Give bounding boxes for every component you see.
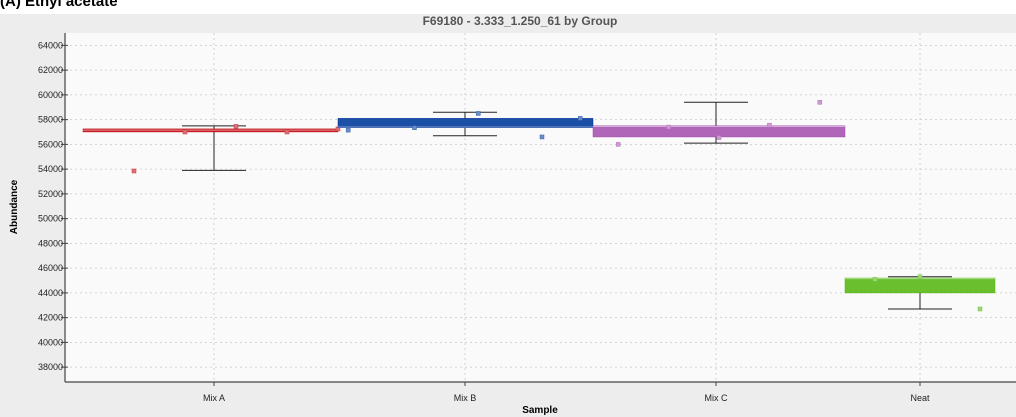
chart-title: F69180 - 3.333_1.250_61 by Group — [423, 14, 618, 28]
y-tick-label: 50000 — [38, 214, 63, 224]
box-group-neat — [844, 274, 996, 312]
plot-area — [65, 33, 1016, 382]
x-axis-title: Sample — [522, 405, 558, 416]
y-tick-label: 58000 — [38, 115, 63, 125]
data-point — [539, 134, 545, 140]
box-series — [82, 100, 996, 312]
y-tick-label: 52000 — [38, 189, 63, 199]
y-tick-label: 40000 — [38, 337, 63, 347]
y-tick-label: 46000 — [38, 263, 63, 273]
y-tick-label: 38000 — [38, 362, 63, 372]
box-body — [844, 277, 996, 294]
x-tick-label: Mix B — [454, 393, 477, 403]
gridlines — [65, 33, 1016, 382]
box-group-mix-c — [592, 100, 846, 147]
data-point — [284, 129, 290, 135]
data-point — [977, 306, 983, 312]
y-tick-label: 60000 — [38, 90, 63, 100]
data-point — [131, 168, 137, 174]
y-ticks: 38000 40000 42000 44000 46000 48000 50000 52000… — [38, 40, 68, 372]
data-point — [817, 100, 823, 105]
data-point — [182, 129, 188, 135]
x-ticks: Mix A Mix B Mix C Neat — [203, 382, 930, 403]
data-point — [666, 124, 671, 130]
data-point — [345, 127, 351, 133]
data-point — [917, 274, 923, 280]
y-tick-label: 54000 — [38, 164, 63, 174]
data-point — [615, 142, 621, 147]
y-tick-label: 64000 — [38, 40, 63, 50]
x-tick-label: Neat — [910, 393, 930, 403]
data-point — [578, 116, 583, 121]
y-tick-label: 42000 — [38, 313, 63, 323]
data-point — [412, 125, 417, 130]
y-tick-label: 48000 — [38, 238, 63, 248]
panel-heading: (A) Ethyl acetate — [0, 0, 118, 10]
y-tick-label: 56000 — [38, 139, 63, 149]
box-group-mix-b — [337, 111, 594, 140]
y-tick-label: 62000 — [38, 65, 63, 75]
data-point — [716, 135, 722, 140]
box-body — [337, 118, 594, 128]
x-tick-label: Mix C — [705, 393, 728, 403]
data-point — [767, 122, 772, 128]
box-body — [592, 125, 846, 138]
data-point — [233, 124, 239, 129]
box-group-mix-a — [82, 124, 341, 174]
data-point — [872, 277, 878, 282]
y-tick-label: 44000 — [38, 288, 63, 298]
data-point — [476, 111, 481, 116]
x-tick-label: Mix A — [203, 393, 225, 403]
y-axis-title: Abundance — [9, 179, 20, 234]
